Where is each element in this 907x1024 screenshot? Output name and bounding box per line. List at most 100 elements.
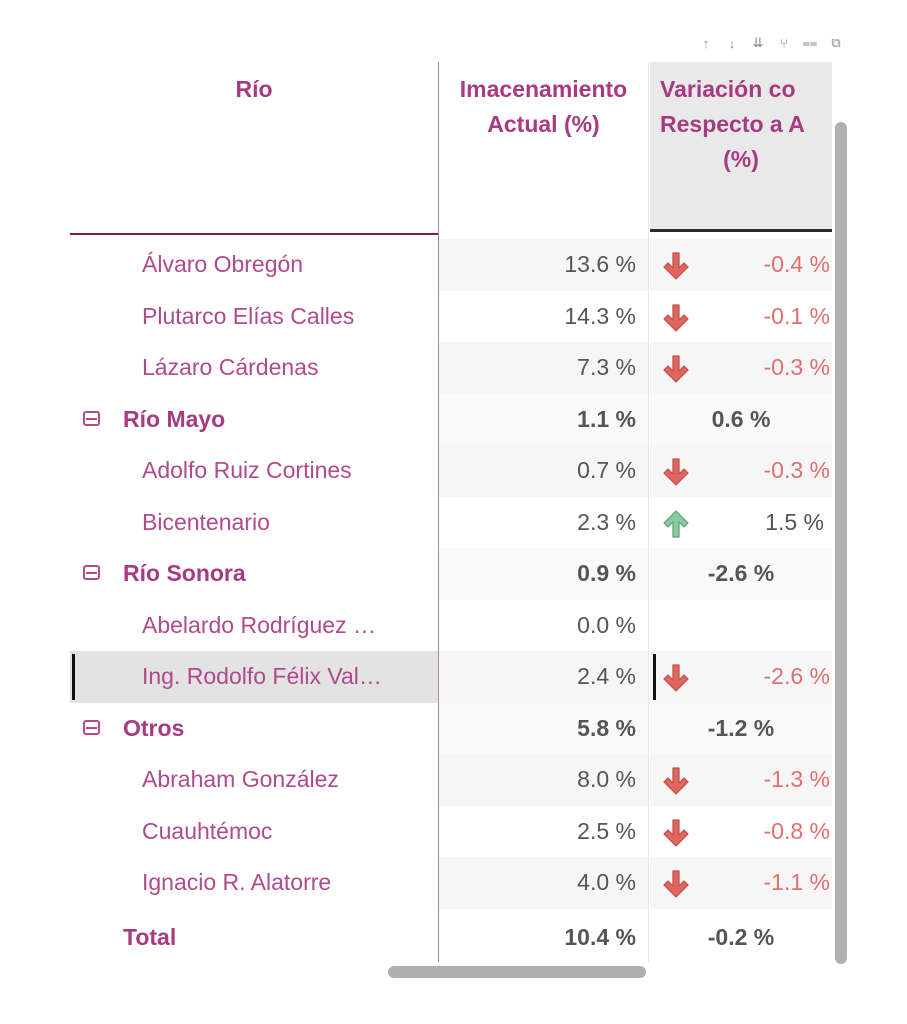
almacenamiento-cell: 13.6 % xyxy=(439,239,648,291)
table-row[interactable]: Cuauhtémoc 2.5 % -0.8 % xyxy=(70,806,832,858)
column-divider xyxy=(648,62,649,962)
variacion-value: -1.1 % xyxy=(763,869,830,895)
arrow-down-icon xyxy=(660,455,692,487)
row-name: Adolfo Ruiz Cortines xyxy=(70,445,438,497)
variacion-cell: -0.3 % xyxy=(650,445,832,497)
horizontal-scrollbar[interactable] xyxy=(388,966,646,978)
almacenamiento-cell: 2.3 % xyxy=(577,508,636,535)
focus-mode-icon[interactable]: ⧉ xyxy=(831,35,841,50)
total-variacion: -0.2 % xyxy=(707,924,775,950)
almacenamiento-cell: 5.8 % xyxy=(439,702,648,754)
variacion-cell: -1.1 % xyxy=(650,857,832,909)
column-divider xyxy=(438,62,439,962)
variacion-value: -0.8 % xyxy=(763,817,830,844)
row-name-text: Abraham González xyxy=(142,766,339,792)
arrow-down-icon xyxy=(660,249,692,281)
column-header-almacenamiento[interactable]: Imacenamiento Actual (%) xyxy=(459,76,628,137)
row-name: Plutarco Elías Calles xyxy=(70,291,438,343)
total-label: Total xyxy=(123,924,177,950)
column-header-variacion[interactable]: Variación co Respecto a A (%) xyxy=(650,62,832,232)
arrow-down-icon xyxy=(660,816,692,848)
row-name: Río Sonora xyxy=(70,548,438,600)
variacion-value: -0.3 % xyxy=(763,354,830,380)
variacion-value: -0.3 % xyxy=(763,457,830,483)
row-name-text: Ing. Rodolfo Félix Val… xyxy=(142,663,382,689)
variacion-header-line2: Respecto a A xyxy=(660,111,805,137)
variacion-cell: 1.5 % xyxy=(650,497,832,549)
selection-indicator xyxy=(72,654,75,700)
variacion-cell: -0.3 % xyxy=(650,342,832,394)
almacenamiento-cell: 1.1 % xyxy=(439,393,648,445)
arrow-up-icon xyxy=(660,507,692,539)
variacion-cell: -1.2 % xyxy=(650,702,832,754)
variacion-cell: 0.6 % xyxy=(650,393,832,445)
row-name: Bicentenario xyxy=(70,497,438,549)
table-body: Álvaro Obregón 13.6 % -0.4 % Plutarco Elías… xyxy=(70,239,832,909)
row-name: Cuauhtémoc xyxy=(70,806,438,858)
variacion-cell: -1.3 % xyxy=(650,754,832,806)
variacion-cell: -0.1 % xyxy=(650,291,832,343)
row-name-text: Río Sonora xyxy=(123,560,246,586)
row-name: Ing. Rodolfo Félix Val… xyxy=(70,651,438,703)
filter-icon[interactable]: ⩵ xyxy=(802,35,818,50)
row-name: Abraham González xyxy=(70,754,438,806)
variacion-cell: -0.4 % xyxy=(650,239,832,291)
arrow-down-icon xyxy=(660,764,692,796)
variacion-header-line1: Variación co xyxy=(660,76,796,102)
row-name-text: Río Mayo xyxy=(123,405,226,432)
row-name-text: Bicentenario xyxy=(142,508,270,535)
column-header-rio[interactable]: Río xyxy=(235,76,273,102)
table-row[interactable]: Ignacio R. Alatorre 4.0 % -1.1 % xyxy=(70,857,832,909)
row-name: Álvaro Obregón xyxy=(70,239,438,291)
variacion-cell: -2.6 % xyxy=(650,548,832,600)
table-row[interactable]: Lázaro Cárdenas 7.3 % -0.3 % xyxy=(70,342,832,394)
group-row[interactable]: Río Mayo 1.1 % 0.6 % xyxy=(70,393,832,446)
group-row[interactable]: Otros 5.8 % -1.2 % xyxy=(70,702,832,755)
selection-indicator xyxy=(653,654,656,700)
variacion-value: -1.3 % xyxy=(763,766,830,792)
table-row[interactable]: Álvaro Obregón 13.6 % -0.4 % xyxy=(70,239,832,291)
almacenamiento-cell: 8.0 % xyxy=(439,754,648,806)
collapse-icon[interactable] xyxy=(83,719,100,735)
matrix-table: Río Imacenamiento Actual (%) Variación c… xyxy=(70,62,832,967)
row-name: Otros xyxy=(70,703,438,755)
row-name: Río Mayo xyxy=(70,394,438,446)
sort-both-icon[interactable]: ⇊ xyxy=(752,35,764,50)
variacion-cell: -2.6 % xyxy=(650,651,832,703)
table-row[interactable]: Abelardo Rodríguez … 0.0 % xyxy=(70,600,832,652)
table-row[interactable]: Bicentenario 2.3 % 1.5 % xyxy=(70,497,832,549)
total-row-container: Total 10.4 % -0.2 % xyxy=(70,912,832,964)
table-row[interactable]: Adolfo Ruiz Cortines 0.7 % -0.3 % xyxy=(70,445,832,497)
group-row[interactable]: Río Sonora 0.9 % -2.6 % xyxy=(70,548,832,600)
row-name-text: Cuauhtémoc xyxy=(142,817,273,844)
variacion-cell xyxy=(650,600,832,652)
variacion-value: -0.4 % xyxy=(763,251,830,277)
almacenamiento-cell: 2.4 % xyxy=(439,651,648,703)
row-name-text: Ignacio R. Alatorre xyxy=(142,869,332,895)
hierarchy-icon[interactable]: ⑂ xyxy=(780,35,788,51)
almacenamiento-cell: 0.0 % xyxy=(577,611,636,638)
table-row[interactable]: Plutarco Elías Calles 14.3 % -0.1 % xyxy=(70,291,832,343)
row-name-text: Álvaro Obregón xyxy=(142,251,304,277)
table-header: Río Imacenamiento Actual (%) Variación c… xyxy=(70,62,832,234)
visual-header-toolbar: ↑ ↓ ⇊ ⑂ ⩵ ⧉ xyxy=(698,33,858,53)
collapse-icon[interactable] xyxy=(83,565,100,580)
row-name-text: Plutarco Elías Calles xyxy=(142,302,355,329)
table-row[interactable]: Abraham González 8.0 % -1.3 % xyxy=(70,754,832,806)
total-almacenamiento: 10.4 % xyxy=(564,924,636,950)
row-name-text: Lázaro Cárdenas xyxy=(142,354,319,380)
almacenamiento-cell: 0.7 % xyxy=(439,445,648,497)
almacenamiento-cell: 0.9 % xyxy=(439,548,648,600)
row-name: Abelardo Rodríguez … xyxy=(70,600,438,652)
sort-ascending-icon[interactable]: ↑ xyxy=(702,35,710,51)
sort-descending-icon[interactable]: ↓ xyxy=(728,35,736,51)
table-row-total[interactable]: Total 10.4 % -0.2 % xyxy=(70,912,832,964)
table-row[interactable]: Ing. Rodolfo Félix Val… 2.4 % -2.6 % xyxy=(70,651,832,703)
almacenamiento-cell: 4.0 % xyxy=(439,857,648,909)
variacion-value: -0.1 % xyxy=(763,302,830,329)
almacenamiento-cell: 7.3 % xyxy=(439,342,648,394)
vertical-scrollbar[interactable] xyxy=(835,122,847,964)
collapse-icon[interactable] xyxy=(83,410,100,426)
variacion-value: -2.6 % xyxy=(763,663,830,689)
almacenamiento-cell: 2.5 % xyxy=(577,817,636,844)
